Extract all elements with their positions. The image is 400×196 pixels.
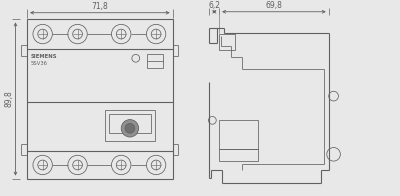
Bar <box>108 113 151 133</box>
Bar <box>219 149 258 161</box>
Text: SIEMENS: SIEMENS <box>31 54 58 59</box>
Text: 69,8: 69,8 <box>266 1 282 10</box>
Circle shape <box>125 123 135 133</box>
Text: 6,2: 6,2 <box>208 1 220 10</box>
Bar <box>219 120 258 149</box>
Bar <box>27 19 172 179</box>
Bar <box>105 110 155 141</box>
Circle shape <box>121 120 139 137</box>
Bar <box>219 34 235 50</box>
Text: 71,8: 71,8 <box>92 2 108 11</box>
Text: 89,8: 89,8 <box>4 91 14 107</box>
Text: 5SV36: 5SV36 <box>31 61 48 66</box>
Bar <box>147 54 163 68</box>
